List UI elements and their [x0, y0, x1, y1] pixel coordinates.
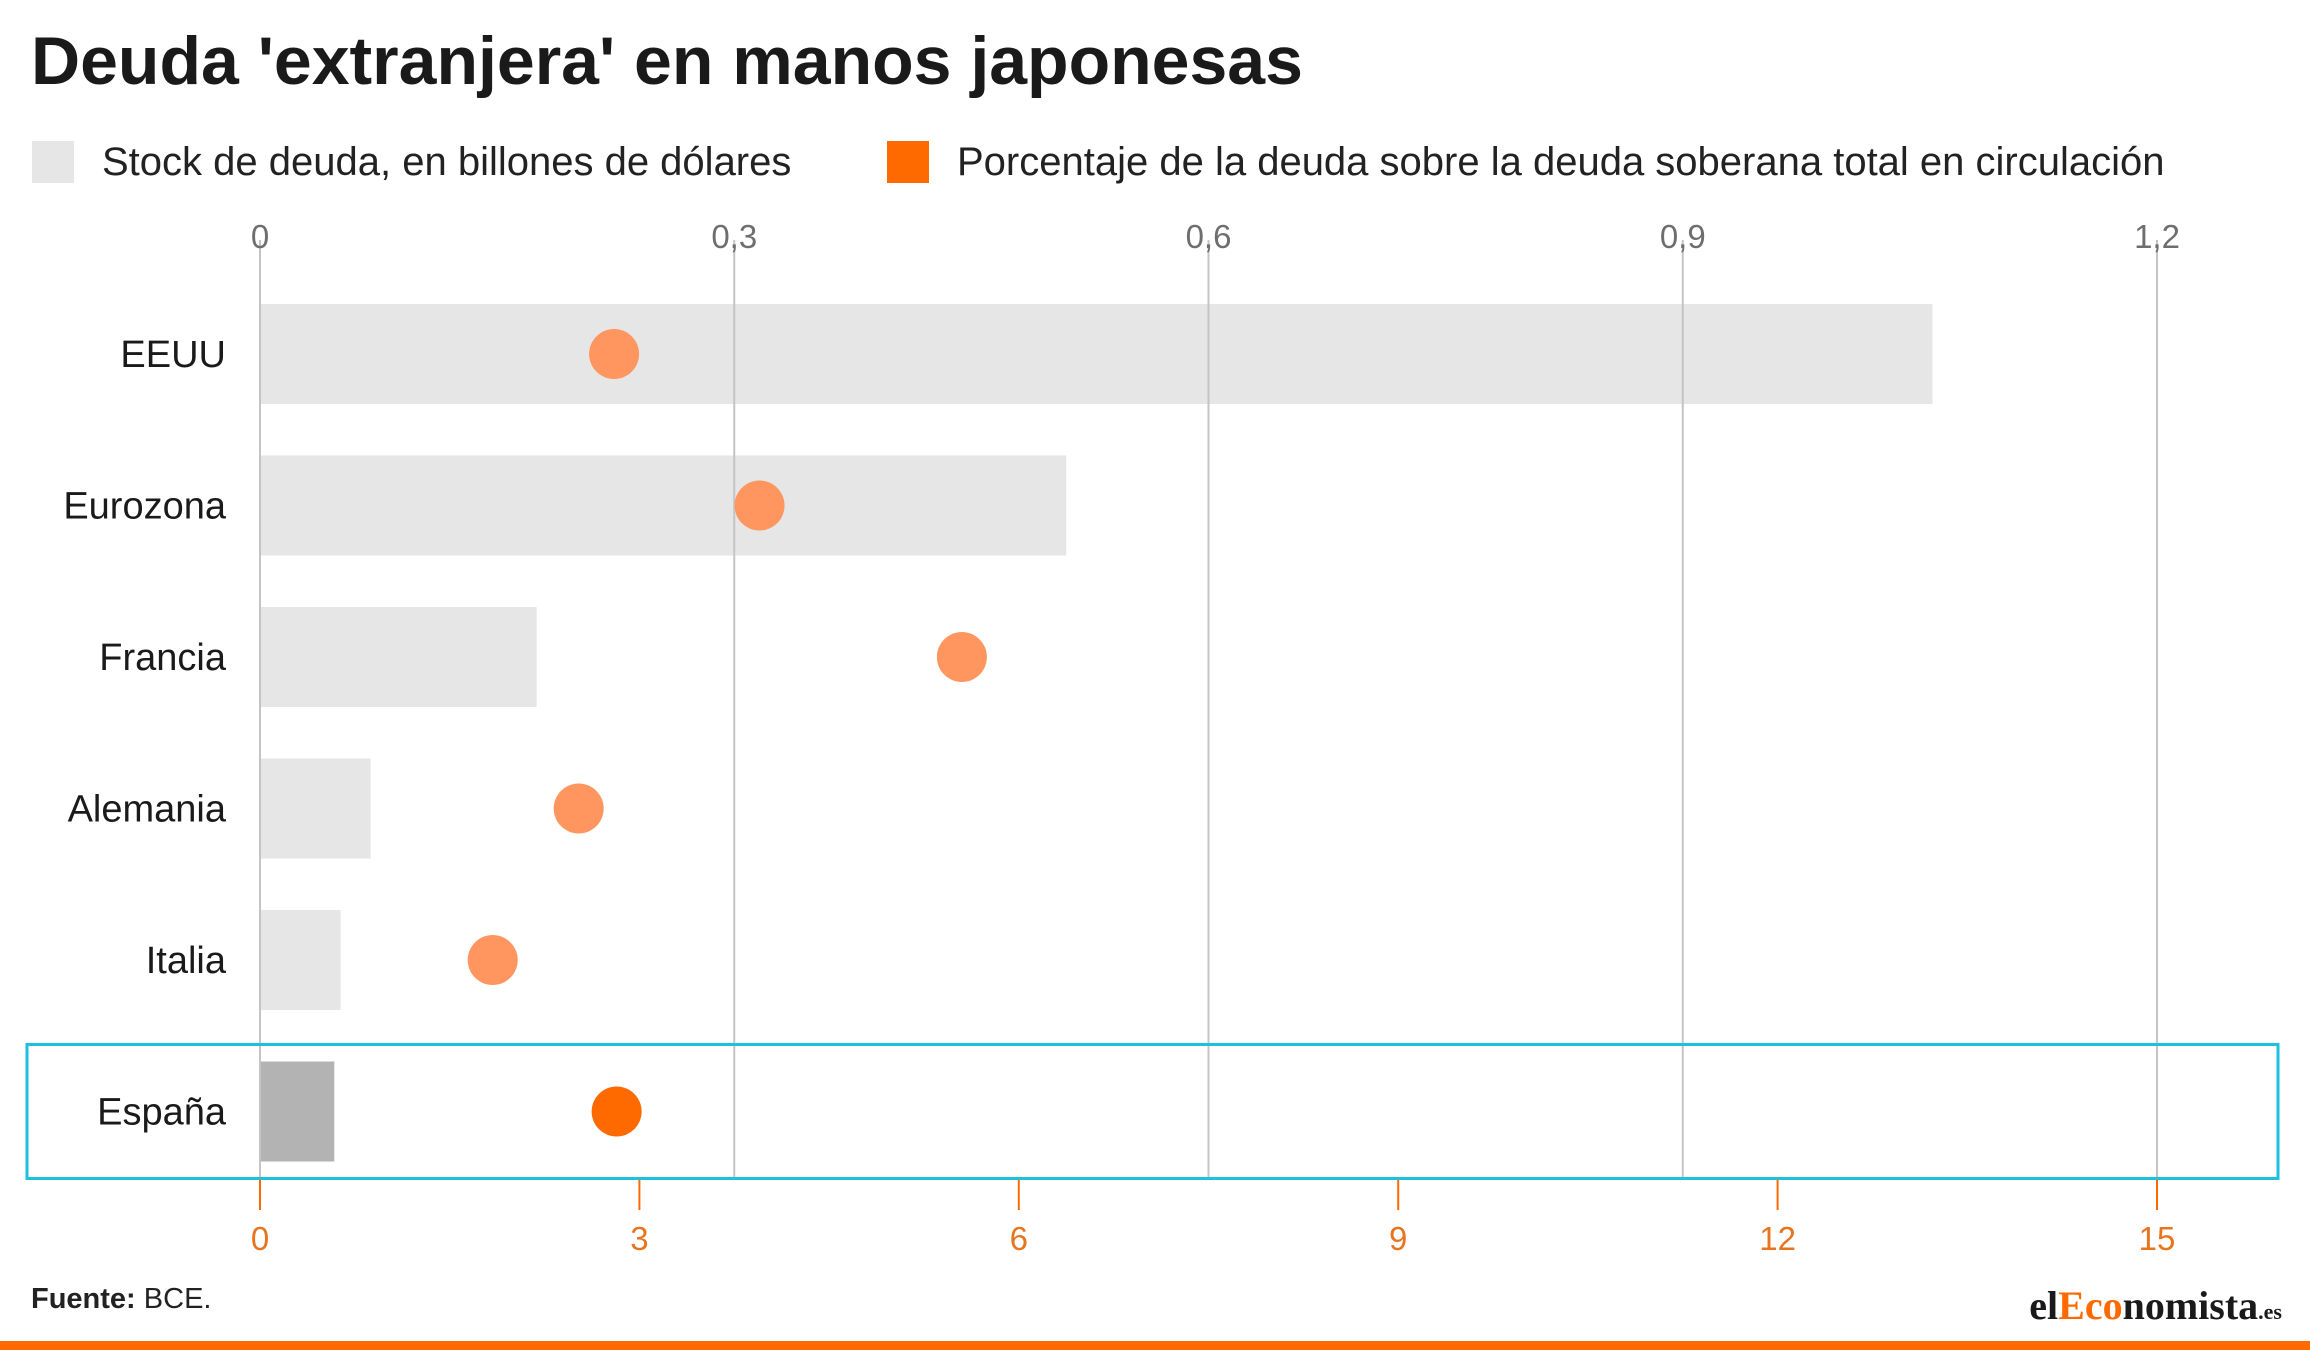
bottom-axis-tick-label: 9 — [1389, 1220, 1407, 1257]
bottom-axis-tick-label: 0 — [251, 1220, 269, 1257]
dot-eeuu — [589, 329, 640, 379]
bar-eeuu — [260, 304, 1933, 404]
bar-francia — [260, 607, 537, 707]
legend-item-stock: Stock de deuda, en billones de dólares — [32, 138, 791, 186]
chart-title: Deuda 'extranjera' en manos japonesas — [31, 23, 1303, 99]
category-label-alemania: Alemania — [68, 789, 227, 831]
brand-logo: elEconomista.es — [2029, 1282, 2282, 1329]
logo-part-nomista: nomista — [2122, 1283, 2259, 1328]
bottom-axis-tick-label: 6 — [1010, 1220, 1028, 1257]
bar-espana — [260, 1061, 335, 1162]
legend-label-stock: Stock de deuda, en billones de dólares — [102, 139, 792, 184]
logo-part-el: el — [2029, 1283, 2059, 1328]
category-label-italia: Italia — [146, 940, 227, 982]
bar-eurozona — [260, 455, 1067, 556]
top-axis-tick-label: 0,3 — [711, 218, 757, 255]
logo-part-tld: .es — [2258, 1299, 2282, 1324]
source-note: Fuente: BCE. — [31, 1283, 211, 1316]
bottom-axis-tick-label: 12 — [1759, 1220, 1796, 1257]
legend-label-pct: Porcentaje de la deuda sobre la deuda so… — [957, 139, 2165, 184]
category-label-eeuu: EEUU — [120, 334, 226, 376]
top-axis-tick-label: 0 — [251, 218, 269, 255]
source-text: BCE. — [143, 1283, 212, 1315]
source-label: Fuente: — [31, 1283, 136, 1315]
top-axis-tick-label: 0,9 — [1660, 218, 1706, 255]
dot-alemania — [553, 783, 604, 834]
category-label-eurozona: Eurozona — [63, 486, 227, 528]
logo-part-eco: Eco — [2058, 1283, 2123, 1328]
bottom-axis-tick-label: 15 — [2139, 1220, 2176, 1257]
bottom-axis-tick-label: 3 — [630, 1220, 648, 1257]
dot-eurozona — [734, 480, 785, 531]
top-axis-tick-label: 0,6 — [1186, 218, 1232, 255]
bar-italia — [260, 910, 341, 1010]
footer-accent-bar — [0, 1341, 2310, 1350]
dot-italia — [467, 935, 518, 985]
legend-item-pct: Porcentaje de la deuda sobre la deuda so… — [887, 138, 2165, 186]
legend-swatch-gray — [32, 141, 74, 183]
dot-francia — [936, 632, 987, 682]
category-label-francia: Francia — [99, 637, 227, 679]
highlight-box — [25, 1043, 2280, 1180]
bar-alemania — [260, 758, 371, 859]
dot-espana — [591, 1086, 642, 1137]
top-axis-tick-label: 1,2 — [2134, 218, 2180, 255]
chart-plot: EEUUEurozonaFranciaAlemaniaItaliaEspaña … — [25, 218, 2280, 1257]
legend-swatch-orange — [887, 141, 929, 183]
category-label-espana: España — [97, 1092, 227, 1134]
